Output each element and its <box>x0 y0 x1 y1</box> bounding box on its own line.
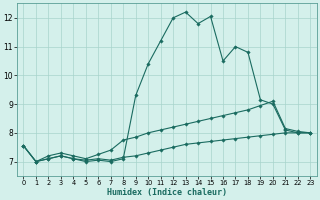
X-axis label: Humidex (Indice chaleur): Humidex (Indice chaleur) <box>107 188 227 197</box>
